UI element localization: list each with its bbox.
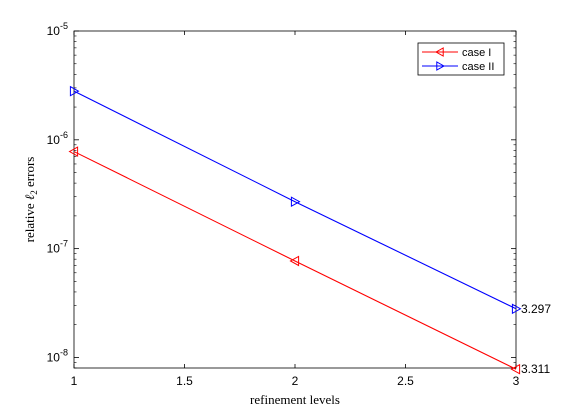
legend-entry-label: case II (462, 61, 494, 73)
legend: case I case II (417, 42, 505, 76)
data-point-marker (69, 85, 80, 97)
legend-marker (436, 61, 446, 71)
y-tick-label-exponent: -5 (60, 21, 68, 31)
data-point-marker (290, 196, 301, 208)
y-tick-label-base: 10 (47, 242, 61, 256)
y-tick-label-base: 10 (47, 24, 61, 38)
legend-box (417, 42, 505, 76)
y-tick-label-exponent: -7 (60, 239, 68, 249)
x-tick-label: 2.5 (397, 374, 414, 388)
legend-marker (434, 47, 444, 57)
y-tick-label: 10-6 (47, 130, 68, 147)
y-axis-label-prefix: relative (22, 200, 37, 242)
x-tick-label: 1 (71, 374, 78, 388)
slope-annotation: 3.297 (521, 302, 551, 316)
y-axis-label-symbol: ℓ (22, 194, 37, 200)
y-tick-label: 10-7 (47, 239, 68, 256)
y-axis-label-suffix: errors (22, 157, 37, 191)
y-axis-label: relative ℓ2 errors (22, 157, 39, 243)
series-line (73, 151, 517, 370)
y-tick-label-exponent: -6 (60, 130, 68, 140)
y-tick-label-base: 10 (47, 350, 61, 364)
legend-entry-label: case I (462, 47, 491, 59)
data-point-marker (511, 303, 522, 315)
x-tick-label: 1.5 (176, 374, 193, 388)
y-tick-label: 10-5 (47, 21, 68, 38)
x-axis-label: refinement levels (250, 392, 340, 407)
y-axis-label-sub: 2 (29, 190, 39, 195)
x-tick-label: 3 (513, 374, 520, 388)
y-tick-label: 10-8 (47, 347, 68, 364)
y-tick-label-base: 10 (47, 133, 61, 147)
data-point-marker (289, 255, 300, 267)
data-point-marker (510, 363, 521, 375)
data-point-marker (68, 146, 79, 157)
series-line (73, 90, 517, 310)
y-tick-label-exponent: -8 (60, 347, 68, 357)
slope-annotation: 3.311 (521, 362, 550, 376)
x-tick-label: 2 (292, 374, 299, 388)
